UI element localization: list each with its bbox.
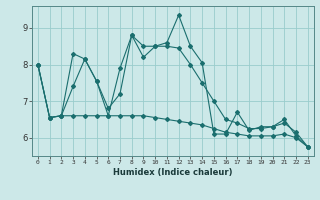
X-axis label: Humidex (Indice chaleur): Humidex (Indice chaleur) xyxy=(113,168,233,177)
